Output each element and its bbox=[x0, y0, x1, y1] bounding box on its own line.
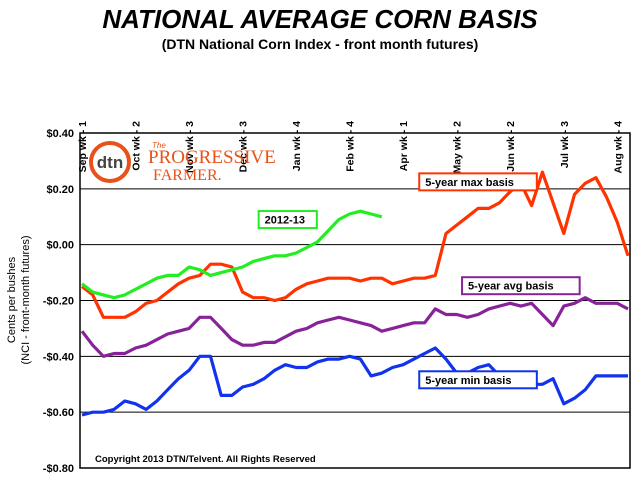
x-tick-label: Jul wk - 3 bbox=[559, 121, 571, 168]
series-line-2012-13 bbox=[81, 209, 383, 300]
x-tick-label: Feb wk - 4 bbox=[345, 121, 357, 172]
x-tick-label: May wk - 2 bbox=[452, 121, 464, 174]
x-tick-label: Aug wk - 4 bbox=[612, 121, 624, 174]
logo-dtn-ring bbox=[89, 141, 131, 183]
y-axis-label-line1: Cents per bushes bbox=[6, 256, 18, 343]
x-tick-label: Dec wk - 3 bbox=[238, 121, 250, 173]
y-tick-label: $0.40 bbox=[46, 128, 74, 140]
y-tick-label: -$0.40 bbox=[43, 351, 74, 363]
series-label-5-year-max-basis: 5-year max basis bbox=[425, 177, 514, 189]
series-labels: 5-year max basis 2012-13 5-year avg basis 5… bbox=[257, 172, 581, 390]
series-label-2012-13: 2012-13 bbox=[265, 215, 305, 227]
x-tick-label: Nov wk - 3 bbox=[184, 121, 196, 173]
logo-the-text: The bbox=[152, 141, 166, 150]
series-line-5-year-avg-basis bbox=[80, 296, 629, 358]
x-tick-label: Sep wk - 1 bbox=[77, 121, 89, 173]
x-tick-label: Jun wk - 2 bbox=[505, 121, 517, 172]
x-axis-ticks: Sep wk - 1 Oct wk - 2 Nov wk - 3 Dec wk - 3… bbox=[77, 121, 624, 174]
series-label-5-year-min-basis: 5-year min basis bbox=[425, 375, 511, 387]
logo-dtn-text: dtn bbox=[97, 153, 123, 172]
y-tick-label: -$0.60 bbox=[43, 407, 74, 419]
y-tick-label: -$0.20 bbox=[43, 296, 74, 308]
series-label-box-5-year-max-basis bbox=[418, 172, 538, 192]
series-label-box-5-year-min-basis bbox=[418, 370, 538, 390]
logo: dtn The PROGRESSIVE FARMER. bbox=[89, 141, 276, 184]
logo-progressive-text: PROGRESSIVE bbox=[148, 147, 276, 168]
x-tick-label: Apr wk - 1 bbox=[398, 121, 410, 171]
logo-farmer-text: FARMER. bbox=[153, 167, 222, 184]
y-tick-label: $0.20 bbox=[46, 184, 74, 196]
y-tick-label: -$0.80 bbox=[43, 463, 74, 475]
chart-title: NATIONAL AVERAGE CORN BASIS bbox=[102, 4, 538, 34]
x-tick-label: Oct wk - 2 bbox=[131, 121, 143, 171]
x-tick-label: Jan wk - 4 bbox=[291, 121, 303, 171]
y-axis-ticks: $0.40 $0.20 $0.00 -$0.20 -$0.40 -$0.60 -$0.80 bbox=[43, 128, 74, 475]
series-label-box-2012-13 bbox=[257, 210, 318, 230]
series-label-box-5-year-avg-basis bbox=[461, 276, 581, 296]
chart-subtitle: (DTN National Corn Index - front month f… bbox=[161, 36, 479, 52]
y-tick-label: $0.00 bbox=[46, 240, 74, 252]
series-label-5-year-avg-basis: 5-year avg basis bbox=[468, 281, 554, 293]
y-axis-label-line2: (NCI - front-month futures) bbox=[20, 236, 32, 365]
copyright-text: Copyright 2013 DTN/Telvent. All Rights R… bbox=[95, 454, 316, 465]
